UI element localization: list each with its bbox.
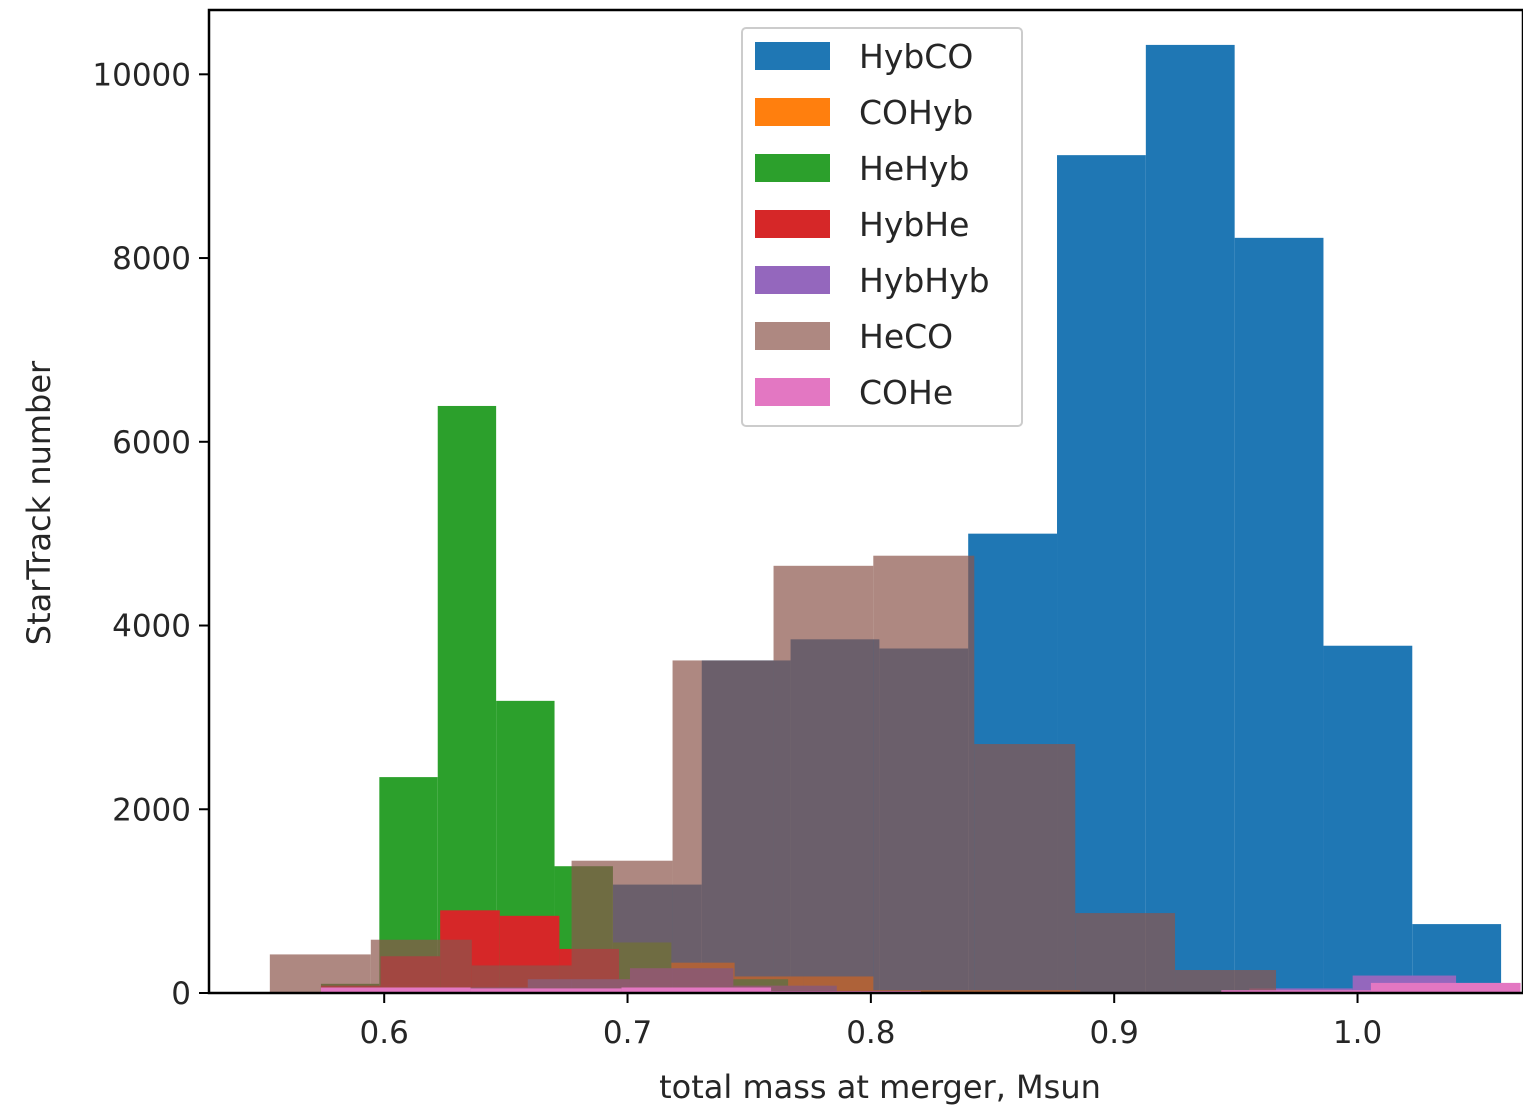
legend-label-hybhyb: HybHyb: [859, 261, 990, 300]
y-axis-label: StarTrack number: [20, 360, 58, 645]
x-tick-label: 0.6: [360, 1015, 409, 1051]
x-axis-label: total mass at merger, Msun: [659, 1068, 1101, 1106]
bar-heco: [571, 860, 673, 993]
y-tick-label: 4000: [112, 609, 191, 645]
y-tick-label: 8000: [112, 241, 191, 277]
legend: HybCO COHyb HeHyb HybHe HybHyb HeCO COHe: [741, 27, 1023, 427]
x-tick-label: 1.0: [1333, 1015, 1382, 1051]
bar-hybco: [1234, 237, 1324, 993]
x-tick-label: 0.9: [1090, 1015, 1139, 1051]
legend-swatch-cohyb: [755, 98, 830, 126]
legend-label-hehyb: HeHyb: [859, 149, 969, 188]
bar-hybco: [1323, 645, 1413, 993]
axes: 0.6 0.7 0.8 0.9 1.0 0 2000 4000 6000 8000 10000: [92, 8, 1523, 1051]
x-tick-label: 0.7: [603, 1015, 652, 1051]
bar-heco: [1075, 913, 1176, 993]
bar-cohe: [1370, 982, 1521, 993]
legend-label-heco: HeCO: [859, 317, 953, 356]
series-heco: [269, 555, 1277, 993]
bar-cohe: [470, 988, 622, 993]
x-tick-label: 0.8: [846, 1015, 895, 1051]
legend-label-hybhe: HybHe: [859, 205, 969, 244]
legend-swatch-heco: [755, 322, 830, 350]
y-tick-label: 10000: [92, 57, 191, 93]
bar-heco: [873, 555, 975, 993]
bar-cohe: [1221, 990, 1371, 993]
bar-heco: [370, 939, 472, 993]
legend-swatch-hehyb: [755, 154, 830, 182]
bar-heco: [1175, 970, 1277, 993]
legend-label-cohe: COHe: [859, 373, 953, 412]
bar-hybco: [1145, 44, 1235, 994]
legend-label-cohyb: COHyb: [859, 93, 973, 132]
legend-swatch-hybhe: [755, 210, 830, 238]
bar-heco: [974, 744, 1076, 993]
legend-swatch-hybco: [755, 42, 830, 70]
bar-heco: [773, 565, 874, 993]
histogram-bars: [269, 44, 1521, 994]
legend-label-hybco: HybCO: [859, 37, 973, 76]
bar-cohe: [320, 987, 471, 993]
bar-heco: [269, 954, 371, 993]
legend-swatch-cohe: [755, 378, 830, 406]
y-tick-label: 0: [171, 976, 191, 1012]
y-tick-label: 6000: [112, 425, 191, 461]
y-tick-label: 2000: [112, 792, 191, 828]
bar-cohe: [621, 987, 772, 993]
legend-swatch-hybhyb: [755, 266, 830, 294]
bar-heco: [672, 660, 774, 993]
bar-hehyb: [437, 405, 497, 994]
plot-frame: [207, 8, 1523, 995]
